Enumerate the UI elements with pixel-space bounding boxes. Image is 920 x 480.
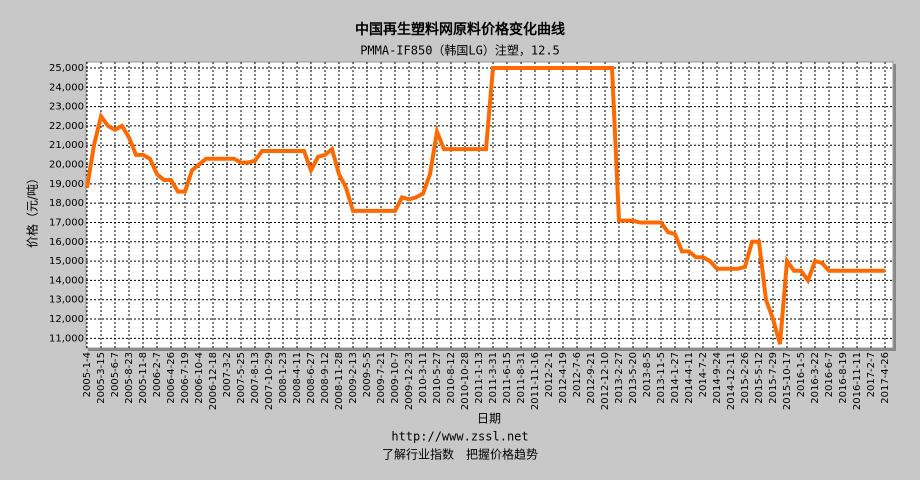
y-axis-label: 价格（元/吨） xyxy=(25,172,40,248)
x-tick-label: 2008-4-11 xyxy=(292,352,303,404)
x-tick-label: 2012-9-21 xyxy=(586,352,597,404)
x-tick-label: 2009-2-13 xyxy=(348,352,359,404)
x-tick-label: 2013-8-5 xyxy=(642,352,653,397)
y-tick-label: 24,000 xyxy=(49,82,84,93)
x-tick-label: 2014-7-2 xyxy=(698,352,709,397)
chart-title: 中国再生塑料网原料价格变化曲线 xyxy=(355,21,565,38)
x-tick-label: 2005-3-15 xyxy=(96,352,107,404)
x-tick-label: 2014-1-27 xyxy=(670,352,681,404)
x-tick-label: 2010-10-28 xyxy=(460,352,471,410)
x-tick-label: 2015-2-26 xyxy=(740,352,751,404)
y-tick-label: 18,000 xyxy=(49,198,84,209)
y-tick-label: 20,000 xyxy=(49,160,84,171)
x-tick-label: 2016-3-22 xyxy=(810,352,821,404)
y-tick-label: 13,000 xyxy=(49,295,84,306)
x-tick-label: 2010-3-11 xyxy=(418,352,429,404)
x-tick-label: 2014-9-24 xyxy=(712,352,723,404)
x-tick-label: 2006-12-18 xyxy=(208,352,219,410)
x-tick-label: 2011-8-31 xyxy=(516,352,527,404)
y-tick-label: 14,000 xyxy=(49,275,84,286)
x-tick-label: 2008-11-28 xyxy=(334,352,345,410)
y-tick-label: 11,000 xyxy=(49,333,84,344)
x-tick-label: 2016-8-19 xyxy=(838,352,849,404)
chart-subtitle: PMMA-IF850（韩国LG）注塑，12.5 xyxy=(360,43,560,58)
x-tick-label: 2009-12-23 xyxy=(404,352,415,410)
x-tick-label: 2007-8-13 xyxy=(250,352,261,404)
x-tick-label: 2017-2-7 xyxy=(866,352,877,397)
x-tick-label: 2013-2-27 xyxy=(614,352,625,404)
x-tick-label: 2011-1-13 xyxy=(474,352,485,404)
x-tick-label: 2015-7-29 xyxy=(768,352,779,404)
x-tick-label: 2010-5-27 xyxy=(432,352,443,404)
x-tick-label: 2017-4-26 xyxy=(880,352,891,404)
x-tick-label: 2006-2-7 xyxy=(152,352,163,397)
x-tick-label: 2014-4-11 xyxy=(684,352,695,404)
x-tick-label: 2006-4-26 xyxy=(166,352,177,404)
x-tick-label: 2016-6-7 xyxy=(824,352,835,397)
y-tick-label: 25,000 xyxy=(49,63,84,74)
x-tick-label: 2006-7-19 xyxy=(180,352,191,404)
y-tick-label: 15,000 xyxy=(49,256,84,267)
x-tick-label: 2009-7-21 xyxy=(376,352,387,404)
y-tick-label: 17,000 xyxy=(49,217,84,228)
x-tick-label: 2011-3-31 xyxy=(488,352,499,404)
x-tick-label: 2010-8-12 xyxy=(446,352,457,404)
x-tick-label: 2011-11-16 xyxy=(530,352,541,410)
x-tick-label: 2013-5-20 xyxy=(628,352,639,404)
x-tick-label: 2008-1-23 xyxy=(278,352,289,404)
x-tick-label: 2005-1-4 xyxy=(82,352,93,397)
y-tick-label: 16,000 xyxy=(49,237,84,248)
x-tick-label: 2012-2-1 xyxy=(544,352,555,397)
y-tick-label: 12,000 xyxy=(49,314,84,325)
x-tick-label: 2007-3-2 xyxy=(222,352,233,397)
x-tick-label: 2012-7-6 xyxy=(572,352,583,397)
x-tick-label: 2009-5-5 xyxy=(362,352,373,397)
x-tick-label: 2007-10-29 xyxy=(264,352,275,410)
x-tick-label: 2012-4-19 xyxy=(558,352,569,404)
y-tick-label: 21,000 xyxy=(49,140,84,151)
x-tick-label: 2005-11-8 xyxy=(138,352,149,404)
footer-slogan: 了解行业指数 把握价格趋势 xyxy=(382,447,538,462)
x-tick-label: 2016-11-11 xyxy=(852,352,863,410)
x-tick-label: 2007-5-25 xyxy=(236,352,247,404)
x-tick-label: 2006-10-4 xyxy=(194,352,205,404)
x-tick-label: 2011-6-15 xyxy=(502,352,513,404)
x-tick-label: 2005-6-7 xyxy=(110,352,121,397)
y-tick-label: 23,000 xyxy=(49,102,84,113)
x-tick-label: 2012-12-10 xyxy=(600,352,611,410)
footer-url: http://www.zssl.net xyxy=(391,430,528,444)
x-axis-label: 日期 xyxy=(477,412,501,426)
x-tick-label: 2013-11-5 xyxy=(656,352,667,404)
x-tick-label: 2008-6-27 xyxy=(306,352,317,404)
x-tick-label: 2015-10-17 xyxy=(782,352,793,410)
price-line xyxy=(85,66,885,345)
x-tick-label: 2016-1-5 xyxy=(796,352,807,397)
x-tick-label: 2009-10-7 xyxy=(390,352,401,404)
x-tick-label: 2008-9-12 xyxy=(320,352,331,404)
y-tick-label: 22,000 xyxy=(49,121,84,132)
x-tick-label: 2005-8-23 xyxy=(124,352,135,404)
y-tick-label: 19,000 xyxy=(49,179,84,190)
x-tick-label: 2014-12-11 xyxy=(726,352,737,410)
x-tick-label: 2015-5-12 xyxy=(754,352,765,404)
